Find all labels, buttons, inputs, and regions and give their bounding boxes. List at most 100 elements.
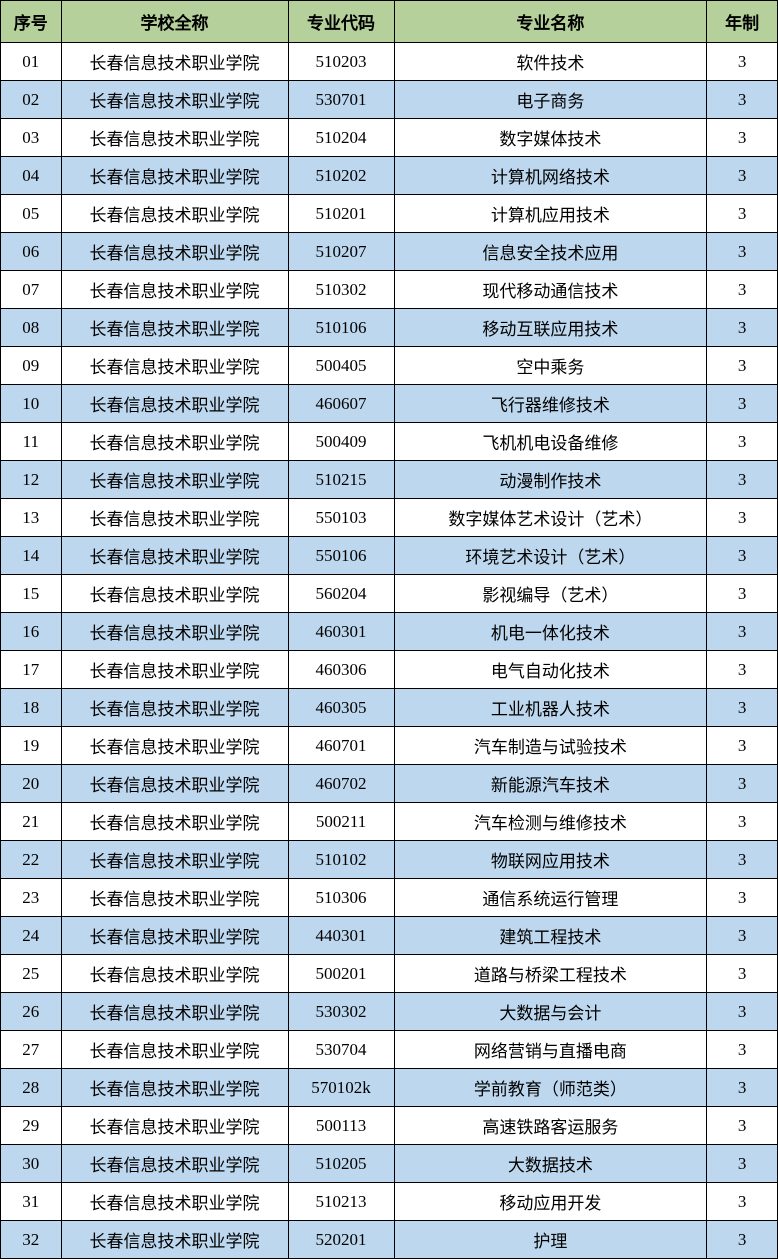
cell-year: 3: [707, 993, 778, 1031]
cell-seq: 26: [1, 993, 62, 1031]
cell-major: 计算机网络技术: [394, 157, 707, 195]
cell-code: 510106: [288, 309, 394, 347]
cell-code: 530704: [288, 1031, 394, 1069]
cell-major: 网络营销与直播电商: [394, 1031, 707, 1069]
cell-code: 530302: [288, 993, 394, 1031]
cell-code: 510102: [288, 841, 394, 879]
cell-school: 长春信息技术职业学院: [61, 727, 288, 765]
cell-code: 510215: [288, 461, 394, 499]
cell-seq: 14: [1, 537, 62, 575]
cell-school: 长春信息技术职业学院: [61, 347, 288, 385]
cell-school: 长春信息技术职业学院: [61, 1221, 288, 1259]
table-header: 序号 学校全称 专业代码 专业名称 年制: [1, 1, 778, 43]
table-row: 12长春信息技术职业学院510215动漫制作技术3: [1, 461, 778, 499]
cell-major: 软件技术: [394, 43, 707, 81]
cell-seq: 28: [1, 1069, 62, 1107]
cell-school: 长春信息技术职业学院: [61, 803, 288, 841]
table-row: 13长春信息技术职业学院550103数字媒体艺术设计（艺术）3: [1, 499, 778, 537]
cell-school: 长春信息技术职业学院: [61, 1069, 288, 1107]
table-row: 03长春信息技术职业学院510204数字媒体技术3: [1, 119, 778, 157]
cell-year: 3: [707, 347, 778, 385]
cell-seq: 02: [1, 81, 62, 119]
cell-seq: 30: [1, 1145, 62, 1183]
table-row: 14长春信息技术职业学院550106环境艺术设计（艺术）3: [1, 537, 778, 575]
cell-year: 3: [707, 1183, 778, 1221]
cell-major: 汽车制造与试验技术: [394, 727, 707, 765]
cell-year: 3: [707, 575, 778, 613]
cell-school: 长春信息技术职业学院: [61, 651, 288, 689]
table-row: 05长春信息技术职业学院510201计算机应用技术3: [1, 195, 778, 233]
cell-code: 550103: [288, 499, 394, 537]
cell-major: 通信系统运行管理: [394, 879, 707, 917]
cell-seq: 03: [1, 119, 62, 157]
cell-code: 500201: [288, 955, 394, 993]
table-row: 09长春信息技术职业学院500405空中乘务3: [1, 347, 778, 385]
table-row: 18长春信息技术职业学院460305工业机器人技术3: [1, 689, 778, 727]
cell-school: 长春信息技术职业学院: [61, 841, 288, 879]
cell-year: 3: [707, 1221, 778, 1259]
cell-seq: 25: [1, 955, 62, 993]
cell-seq: 15: [1, 575, 62, 613]
table-body: 01长春信息技术职业学院510203软件技术302长春信息技术职业学院53070…: [1, 43, 778, 1259]
cell-year: 3: [707, 157, 778, 195]
major-table: 序号 学校全称 专业代码 专业名称 年制 01长春信息技术职业学院510203软…: [0, 0, 778, 1259]
cell-major: 学前教育（师范类）: [394, 1069, 707, 1107]
cell-seq: 23: [1, 879, 62, 917]
cell-major: 飞机机电设备维修: [394, 423, 707, 461]
cell-code: 500409: [288, 423, 394, 461]
cell-seq: 05: [1, 195, 62, 233]
cell-major: 移动应用开发: [394, 1183, 707, 1221]
table-row: 25长春信息技术职业学院500201道路与桥梁工程技术3: [1, 955, 778, 993]
cell-major: 大数据与会计: [394, 993, 707, 1031]
table-row: 32长春信息技术职业学院520201护理3: [1, 1221, 778, 1259]
cell-code: 520201: [288, 1221, 394, 1259]
cell-code: 510203: [288, 43, 394, 81]
cell-seq: 22: [1, 841, 62, 879]
cell-seq: 18: [1, 689, 62, 727]
cell-code: 500405: [288, 347, 394, 385]
cell-seq: 10: [1, 385, 62, 423]
cell-year: 3: [707, 765, 778, 803]
cell-school: 长春信息技术职业学院: [61, 613, 288, 651]
cell-seq: 17: [1, 651, 62, 689]
cell-code: 530701: [288, 81, 394, 119]
cell-code: 440301: [288, 917, 394, 955]
cell-year: 3: [707, 537, 778, 575]
cell-seq: 24: [1, 917, 62, 955]
cell-school: 长春信息技术职业学院: [61, 1031, 288, 1069]
cell-major: 影视编导（艺术）: [394, 575, 707, 613]
table-row: 01长春信息技术职业学院510203软件技术3: [1, 43, 778, 81]
cell-major: 大数据技术: [394, 1145, 707, 1183]
cell-year: 3: [707, 81, 778, 119]
table-row: 06长春信息技术职业学院510207信息安全技术应用3: [1, 233, 778, 271]
cell-school: 长春信息技术职业学院: [61, 955, 288, 993]
cell-year: 3: [707, 1107, 778, 1145]
cell-year: 3: [707, 879, 778, 917]
cell-major: 飞行器维修技术: [394, 385, 707, 423]
cell-school: 长春信息技术职业学院: [61, 499, 288, 537]
cell-year: 3: [707, 1069, 778, 1107]
table-row: 15长春信息技术职业学院560204影视编导（艺术）3: [1, 575, 778, 613]
cell-year: 3: [707, 119, 778, 157]
cell-major: 移动互联应用技术: [394, 309, 707, 347]
cell-seq: 09: [1, 347, 62, 385]
cell-year: 3: [707, 423, 778, 461]
cell-major: 空中乘务: [394, 347, 707, 385]
cell-school: 长春信息技术职业学院: [61, 537, 288, 575]
cell-seq: 19: [1, 727, 62, 765]
table-row: 02长春信息技术职业学院530701电子商务3: [1, 81, 778, 119]
cell-year: 3: [707, 1031, 778, 1069]
cell-code: 510302: [288, 271, 394, 309]
cell-code: 510201: [288, 195, 394, 233]
cell-major: 高速铁路客运服务: [394, 1107, 707, 1145]
table-row: 08长春信息技术职业学院510106移动互联应用技术3: [1, 309, 778, 347]
cell-major: 新能源汽车技术: [394, 765, 707, 803]
cell-major: 数字媒体艺术设计（艺术）: [394, 499, 707, 537]
cell-major: 环境艺术设计（艺术）: [394, 537, 707, 575]
cell-seq: 12: [1, 461, 62, 499]
table-row: 07长春信息技术职业学院510302现代移动通信技术3: [1, 271, 778, 309]
cell-seq: 27: [1, 1031, 62, 1069]
cell-school: 长春信息技术职业学院: [61, 1145, 288, 1183]
cell-school: 长春信息技术职业学院: [61, 81, 288, 119]
cell-school: 长春信息技术职业学院: [61, 1183, 288, 1221]
